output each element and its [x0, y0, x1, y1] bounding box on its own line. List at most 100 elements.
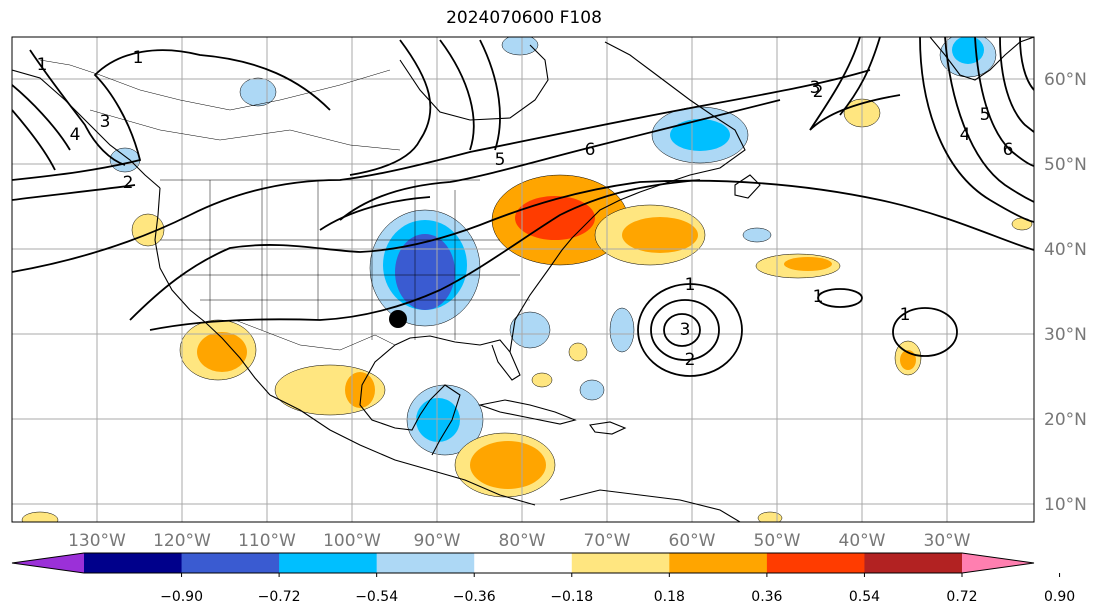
contour-line	[439, 39, 475, 151]
colorbar-outline	[11, 552, 1035, 574]
contour-label: 1	[133, 48, 144, 68]
longitude-label: 40°W	[839, 531, 886, 551]
colorbar-tick-label: −0.54	[355, 589, 398, 605]
contour-line	[999, 37, 1034, 133]
contour-line	[637, 283, 743, 377]
contour-label: 2	[685, 350, 696, 370]
contour-line	[944, 37, 1034, 203]
positive-anomaly-region	[131, 213, 165, 247]
positive-anomaly-region	[757, 511, 783, 522]
latitude-label: 40°N	[1044, 240, 1087, 260]
coastline	[429, 384, 461, 456]
coastline	[477, 399, 577, 425]
colorbar-segment	[669, 553, 768, 573]
coastline	[394, 335, 521, 381]
coastline	[589, 421, 627, 435]
colorbar-segment	[376, 553, 475, 573]
longitude-label: 100°W	[323, 531, 381, 551]
contour-label: 3	[100, 112, 111, 132]
contour-label: 1	[900, 305, 911, 325]
contour-label: 6	[1003, 140, 1014, 160]
colorbar-tick-label: −0.72	[258, 589, 301, 605]
positive-anomaly-region	[784, 257, 832, 271]
contour-line	[919, 37, 1034, 223]
positive-anomaly-region	[21, 511, 59, 522]
latitude-label: 30°N	[1044, 325, 1087, 345]
longitude-axis: 130°W 120°W 110°W 100°W 90°W 80°W 70°W 60°W 50°W…	[68, 531, 971, 551]
contour-line	[839, 37, 881, 116]
contour-line	[974, 37, 1034, 167]
longitude-label: 120°W	[153, 531, 211, 551]
coastlines	[12, 37, 1034, 522]
longitude-label: 80°W	[499, 531, 546, 551]
contour-label: 3	[810, 78, 821, 98]
colorbar-tick-label: −0.90	[160, 589, 203, 605]
border	[39, 59, 391, 111]
contour-line	[663, 313, 701, 347]
coastline	[559, 489, 741, 522]
negative-anomaly-region	[670, 119, 730, 151]
contour-line	[12, 184, 136, 201]
contour-line	[817, 288, 863, 308]
contour-line	[12, 49, 331, 181]
colorbar-segment	[181, 553, 280, 573]
colorbar-segment	[84, 553, 183, 573]
contour-line	[809, 37, 901, 131]
negative-anomaly-region	[952, 37, 984, 64]
contour-label: 2	[123, 173, 134, 193]
coastline	[604, 41, 746, 186]
contour-line	[349, 39, 432, 176]
latitude-label: 20°N	[1044, 410, 1087, 430]
contour-label: 1	[685, 275, 696, 295]
contour-line	[12, 109, 56, 171]
longitude-label: 60°W	[669, 531, 716, 551]
coastline	[154, 187, 271, 396]
gridlines	[12, 37, 1034, 522]
contour-line	[650, 299, 720, 361]
contour-label: 1	[813, 287, 824, 307]
latitude-axis: 60°N 50°N 40°N 30°N 20°N 10°N	[1044, 70, 1087, 515]
colorbar-ticks: −0.90 −0.72 −0.54 −0.36 −0.18 0.18 0.36 0.54 0.7…	[160, 573, 1075, 605]
colorbar-extend-low	[12, 553, 84, 573]
contour-label: 4	[960, 125, 971, 145]
colorbar-tick-label: 0.18	[654, 589, 685, 605]
map-title: 2024070600 F108	[446, 8, 602, 28]
colorbar-segment	[864, 553, 963, 573]
positive-anomaly-region	[531, 372, 553, 388]
colorbar-tick-label: 0.36	[751, 589, 782, 605]
colorbar-tick-label: 0.54	[849, 589, 880, 605]
contour-label: 5	[980, 105, 991, 125]
negative-anomaly-region	[742, 227, 772, 243]
contour-label: 1	[37, 55, 48, 75]
negative-anomaly-region	[416, 398, 460, 442]
coastline	[509, 184, 661, 353]
contour-line	[12, 69, 871, 273]
negative-anomaly-region	[579, 379, 605, 401]
contour-line	[129, 179, 1034, 321]
latitude-label: 60°N	[1044, 70, 1087, 90]
colorbar-tick-label: −0.18	[550, 589, 593, 605]
positive-anomaly-region	[470, 441, 546, 489]
colorbar-extend-high	[962, 553, 1034, 573]
colorbar-segment	[766, 553, 865, 573]
longitude-label: 110°W	[238, 531, 296, 551]
height-contours	[12, 37, 1034, 377]
contour-line	[339, 99, 781, 221]
location-marker	[389, 310, 407, 328]
contour-label: 4	[70, 125, 81, 145]
colorbar-tick-label: −0.36	[453, 589, 496, 605]
colorbar-segment	[474, 553, 573, 573]
contour-line	[479, 39, 501, 151]
negative-anomaly-region	[609, 307, 635, 353]
contour-line	[149, 179, 701, 331]
longitude-label: 130°W	[68, 531, 126, 551]
negative-anomaly-region	[501, 37, 539, 56]
contour-label: 2	[813, 82, 824, 102]
colorbar-segment	[571, 553, 670, 573]
longitude-label: 30°W	[924, 531, 971, 551]
longitude-label: 50°W	[754, 531, 801, 551]
coastline	[12, 69, 161, 189]
